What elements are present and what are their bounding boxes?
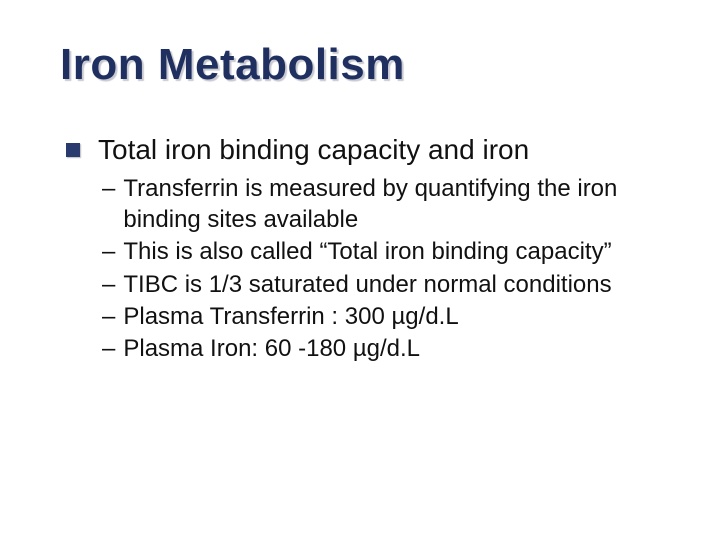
dash-icon: – [102, 236, 115, 267]
slide-title: Iron Metabolism [60, 40, 660, 90]
list-item: – Transferrin is measured by quantifying… [102, 173, 660, 235]
level2-text: Transferrin is measured by quantifying t… [123, 173, 660, 235]
dash-icon: – [102, 269, 115, 300]
bullet-level1: Total iron binding capacity and iron [66, 132, 660, 167]
level1-text: Total iron binding capacity and iron [98, 132, 529, 167]
level2-text: This is also called “Total iron binding … [123, 236, 611, 267]
dash-icon: – [102, 333, 115, 364]
list-item: – Plasma Iron: 60 -180 µg/d.L [102, 333, 660, 364]
list-item: – Plasma Transferrin : 300 µg/d.L [102, 301, 660, 332]
square-bullet-icon [66, 143, 80, 157]
level2-text: Plasma Iron: 60 -180 µg/d.L [123, 333, 420, 364]
list-item: – TIBC is 1/3 saturated under normal con… [102, 269, 660, 300]
dash-icon: – [102, 301, 115, 332]
level2-text: TIBC is 1/3 saturated under normal condi… [123, 269, 611, 300]
level2-text: Plasma Transferrin : 300 µg/d.L [123, 301, 458, 332]
level2-list: – Transferrin is measured by quantifying… [102, 173, 660, 364]
dash-icon: – [102, 173, 115, 204]
slide: Iron Metabolism Total iron binding capac… [0, 0, 720, 540]
list-item: – This is also called “Total iron bindin… [102, 236, 660, 267]
